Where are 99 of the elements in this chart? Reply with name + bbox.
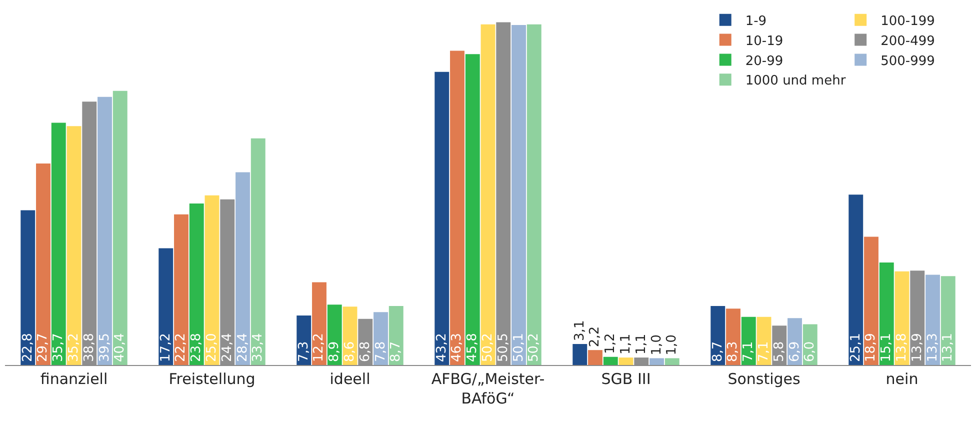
data-label: 1,0 [664, 334, 680, 356]
legend-label: 1000 und mehr [745, 74, 846, 89]
bar [618, 358, 634, 365]
data-label: 6,9 [787, 341, 802, 362]
bar [174, 214, 188, 365]
bar [480, 24, 496, 365]
legend-label: 10-19 [745, 34, 784, 49]
data-label: 13,8 [894, 333, 910, 362]
data-label: 8,7 [388, 341, 404, 362]
bar [879, 262, 894, 365]
data-label: 1,1 [618, 334, 634, 355]
data-label: 3,1 [572, 320, 588, 341]
bar [434, 72, 450, 365]
data-label: 6,8 [358, 341, 373, 362]
data-label: 8,9 [327, 341, 342, 362]
bar [312, 282, 326, 365]
bar [741, 316, 756, 365]
data-label: 13,3 [925, 333, 940, 362]
data-label: 7,3 [296, 341, 312, 362]
bar [204, 195, 220, 365]
bar [512, 25, 526, 365]
bar [664, 358, 680, 365]
bar [650, 358, 664, 365]
data-label: 25,0 [204, 333, 220, 362]
data-label: 25,1 [848, 333, 864, 362]
bar [726, 308, 740, 365]
bar [388, 306, 404, 365]
legend-label: 500-999 [880, 54, 935, 69]
x-tick-label: finanziell [40, 370, 108, 388]
bar [864, 236, 878, 365]
legend-label: 200-499 [880, 34, 935, 49]
x-tick-label: Freistellung [168, 370, 256, 388]
bar [465, 54, 480, 365]
data-label: 13,1 [940, 333, 956, 362]
bar [374, 312, 388, 365]
x-tick-label: ideell [330, 370, 370, 388]
data-label: 8,3 [726, 341, 741, 362]
bar [189, 203, 204, 365]
bar [572, 344, 588, 365]
bar [36, 163, 50, 365]
bar [296, 315, 312, 365]
data-label: 1,2 [603, 333, 618, 354]
data-label: 39,5 [97, 333, 112, 362]
bar [926, 274, 940, 365]
bar [526, 24, 542, 365]
data-label: 13,9 [910, 333, 925, 362]
bar [250, 138, 266, 365]
bar [98, 96, 112, 365]
bar [603, 356, 618, 365]
legend-label: 20-99 [745, 54, 784, 69]
data-label: 50,2 [480, 333, 496, 362]
data-label: 29,7 [36, 333, 51, 362]
data-label: 7,8 [373, 341, 388, 362]
bar [20, 210, 36, 365]
bar [51, 122, 66, 365]
data-label: 50,5 [496, 333, 511, 362]
data-label: 22,8 [20, 333, 36, 362]
data-label: 40,4 [112, 333, 128, 362]
bar [710, 306, 726, 365]
data-label: 35,2 [66, 333, 82, 362]
legend-label: 100-199 [880, 14, 935, 29]
data-label: 5,8 [772, 341, 787, 362]
data-label: 18,9 [864, 333, 879, 362]
bar [588, 350, 602, 365]
data-label: 8,7 [710, 341, 726, 362]
data-label: 12,2 [312, 333, 327, 362]
bar [236, 172, 250, 365]
bar [848, 194, 864, 365]
data-label: 50,2 [526, 333, 542, 362]
x-tick-label: AFBG/„Meister-BAföG“ [431, 370, 545, 408]
x-tick-label: nein [886, 370, 918, 388]
legend-label: 1-9 [745, 14, 767, 29]
bar [450, 50, 464, 365]
data-label: 1,1 [634, 334, 649, 355]
data-label: 15,1 [879, 333, 894, 362]
data-label: 24,4 [220, 333, 235, 362]
data-label: 6,0 [802, 341, 818, 362]
bar [66, 126, 82, 365]
x-tick-label: SGB III [601, 370, 651, 388]
data-label: 28,4 [235, 333, 250, 362]
data-label: 50,1 [511, 333, 526, 362]
data-label: 17,2 [158, 333, 174, 362]
bar [158, 248, 174, 365]
data-label: 45,8 [465, 333, 480, 362]
data-label: 8,6 [342, 341, 358, 362]
data-label: 33,4 [250, 333, 266, 362]
x-tick-label: Sonstiges [728, 370, 800, 388]
data-label: 7,1 [756, 341, 772, 362]
data-label: 2,2 [588, 326, 603, 348]
data-label: 38,8 [82, 333, 97, 362]
data-label: 7,1 [741, 341, 756, 362]
data-label: 35,7 [51, 333, 66, 362]
bar [940, 276, 956, 365]
data-label: 1,0 [649, 334, 664, 356]
bar [112, 90, 128, 365]
data-label: 22,2 [174, 333, 189, 362]
data-label: 43,2 [434, 333, 450, 362]
data-label: 23,8 [189, 333, 204, 362]
data-label: 46,3 [450, 333, 465, 362]
